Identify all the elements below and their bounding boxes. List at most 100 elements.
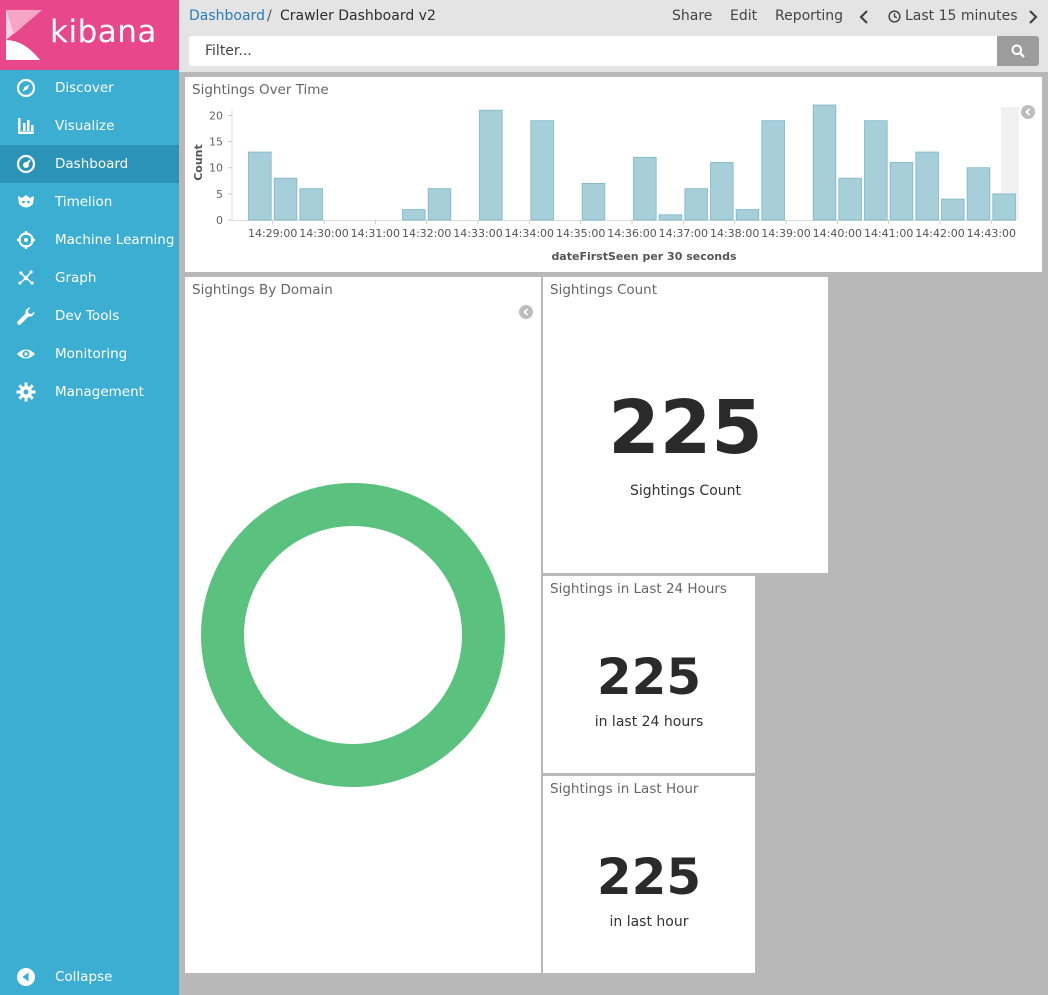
bar[interactable] xyxy=(299,188,323,221)
x-tick-label: 14:39:00 xyxy=(761,227,810,240)
bar[interactable] xyxy=(479,109,503,221)
bar[interactable] xyxy=(581,183,606,221)
sightings-by-domain-panel: Sightings By Domain xyxy=(185,277,541,973)
sidebar-item-label: Discover xyxy=(55,80,114,96)
metric-value: 225 xyxy=(608,385,763,471)
x-tick-label: 14:37:00 xyxy=(659,227,708,240)
sidebar-item-dev-tools[interactable]: Dev Tools xyxy=(0,297,179,335)
x-tick-label: 14:43:00 xyxy=(967,227,1016,240)
sidebar-item-label: Management xyxy=(55,384,144,400)
breadcrumb-separator: / xyxy=(267,8,272,24)
legend-toggle-button[interactable] xyxy=(1021,105,1035,119)
filter-search-button[interactable] xyxy=(997,36,1039,66)
x-tick-label: 14:42:00 xyxy=(915,227,964,240)
x-tick-label: 14:32:00 xyxy=(402,227,451,240)
sidebar-item-management[interactable]: Management xyxy=(0,373,179,411)
sidebar-item-label: Visualize xyxy=(55,118,115,134)
bar[interactable] xyxy=(402,209,426,221)
y-tick-label: 5 xyxy=(216,188,223,201)
kibana-logo-icon xyxy=(6,10,42,60)
sidebar-item-machine-learning[interactable]: Machine Learning xyxy=(0,221,179,259)
x-tick-label: 14:30:00 xyxy=(299,227,348,240)
filter-box xyxy=(189,36,997,66)
x-tick-label: 14:31:00 xyxy=(351,227,400,240)
breadcrumb-dashboard-link[interactable]: Dashboard xyxy=(189,8,265,24)
chevron-left-icon[interactable] xyxy=(859,10,869,24)
sidebar-item-label: Monitoring xyxy=(55,346,128,362)
y-axis-label: Count xyxy=(192,144,205,181)
chevron-right-icon[interactable] xyxy=(1028,10,1038,24)
bar[interactable] xyxy=(889,162,914,221)
metric-value: 225 xyxy=(596,648,702,706)
donut-slice[interactable] xyxy=(201,483,505,787)
bar[interactable] xyxy=(735,209,760,221)
sidebar-item-monitoring[interactable]: Monitoring xyxy=(0,335,179,373)
bar[interactable] xyxy=(812,104,837,221)
filter-input[interactable] xyxy=(189,36,997,66)
share-button[interactable]: Share xyxy=(672,8,713,24)
edit-button[interactable]: Edit xyxy=(730,8,758,24)
dashboard-icon xyxy=(16,154,36,174)
panel-title: Sightings in Last Hour xyxy=(550,781,699,797)
metric-label: in last 24 hours xyxy=(594,714,704,730)
machine-learning-icon xyxy=(17,231,35,249)
sidebar: kibana Discover Visualize Dashboard Time… xyxy=(0,0,179,995)
bar[interactable] xyxy=(966,167,991,221)
sidebar-item-label: Timelion xyxy=(55,194,113,210)
panel-title: Sightings By Domain xyxy=(192,282,333,298)
sidebar-item-graph[interactable]: Graph xyxy=(0,259,179,297)
bar[interactable] xyxy=(941,198,965,221)
x-tick-label: 14:29:00 xyxy=(248,227,297,240)
collapse-label: Collapse xyxy=(55,969,113,985)
sidebar-item-visualize[interactable]: Visualize xyxy=(0,107,179,145)
collapse-button[interactable]: Collapse xyxy=(0,958,179,995)
sidebar-item-label: Dev Tools xyxy=(55,308,120,324)
bar[interactable] xyxy=(658,214,683,221)
panel-title: Sightings Count xyxy=(550,282,658,298)
compass-icon xyxy=(16,78,36,98)
bar[interactable] xyxy=(248,151,272,221)
legend-toggle-button[interactable] xyxy=(519,305,533,319)
bar[interactable] xyxy=(684,188,708,221)
sidebar-item-discover[interactable]: Discover xyxy=(0,69,179,107)
top-bar: Dashboard / Crawler Dashboard v2 Share E… xyxy=(179,0,1048,72)
wrench-icon xyxy=(17,307,35,325)
metric-value: 225 xyxy=(596,848,702,906)
x-tick-label: 14:36:00 xyxy=(607,227,656,240)
eye-icon xyxy=(17,349,35,359)
clock-icon xyxy=(888,10,901,23)
y-tick-label: 0 xyxy=(216,214,223,227)
sidebar-item-timelion[interactable]: Timelion xyxy=(0,183,179,221)
sidebar-item-label: Dashboard xyxy=(55,156,129,172)
kibana-logo[interactable]: kibana xyxy=(0,0,179,70)
hover-highlight xyxy=(1001,107,1019,220)
x-tick-label: 14:40:00 xyxy=(813,227,862,240)
bar[interactable] xyxy=(710,162,734,221)
x-tick-label: 14:35:00 xyxy=(556,227,605,240)
sightings-last-24-hours-panel: Sightings in Last 24 Hours 225 in last 2… xyxy=(543,576,755,773)
time-range-picker[interactable]: Last 15 minutes xyxy=(905,8,1018,24)
reporting-button[interactable]: Reporting xyxy=(775,8,844,24)
x-axis-label: dateFirstSeen per 30 seconds xyxy=(551,250,737,263)
bar-chart-icon xyxy=(18,118,34,134)
bar[interactable] xyxy=(864,120,888,221)
metric-label: in last hour xyxy=(609,914,689,930)
bar[interactable] xyxy=(633,156,657,221)
metric-label: Sightings Count xyxy=(630,483,741,499)
bar[interactable] xyxy=(915,151,939,221)
gear-icon xyxy=(16,382,36,402)
bar[interactable] xyxy=(992,193,1016,221)
bar[interactable] xyxy=(427,188,452,221)
x-tick-label: 14:41:00 xyxy=(864,227,913,240)
bar[interactable] xyxy=(838,177,862,221)
y-tick-label: 10 xyxy=(209,162,223,175)
sidebar-item-label: Graph xyxy=(55,270,97,286)
sightings-donut-chart xyxy=(201,483,505,787)
y-tick-label: 20 xyxy=(209,109,223,122)
x-tick-label: 14:34:00 xyxy=(505,227,554,240)
sidebar-item-dashboard[interactable]: Dashboard xyxy=(0,145,179,183)
bar[interactable] xyxy=(761,120,785,221)
bar[interactable] xyxy=(273,177,298,221)
graph-icon xyxy=(18,270,34,285)
bar[interactable] xyxy=(530,120,554,221)
